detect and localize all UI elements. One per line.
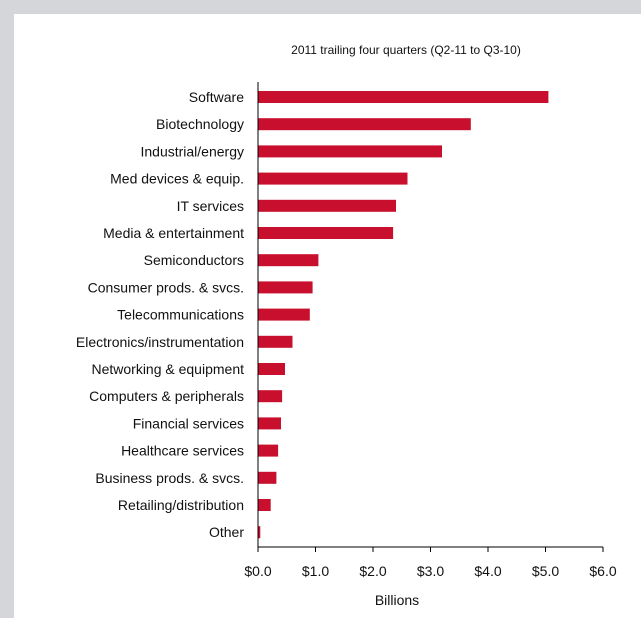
bar-12 bbox=[258, 417, 281, 430]
category-label: Computers & peripherals bbox=[89, 388, 244, 404]
category-labels: Software Biotechnology Industrial/energy Me… bbox=[76, 89, 244, 540]
category-label: Consumer prods. & svcs. bbox=[88, 279, 244, 295]
bar-11 bbox=[258, 390, 283, 403]
bar-3 bbox=[258, 172, 408, 185]
bar-8 bbox=[258, 308, 310, 321]
category-label: Other bbox=[209, 524, 244, 540]
category-label: Telecommunications bbox=[117, 307, 244, 323]
category-label: Media & entertainment bbox=[103, 225, 244, 241]
x-axis-label: Billions bbox=[375, 592, 419, 608]
bar-16 bbox=[258, 526, 261, 539]
category-label: Networking & equipment bbox=[91, 361, 244, 377]
bar-5 bbox=[258, 227, 394, 239]
category-label: IT services bbox=[177, 198, 244, 214]
x-tick-label: $2.0 bbox=[359, 563, 386, 579]
bar-2 bbox=[258, 145, 442, 158]
bar-chart: 2011 trailing four quarters (Q2-11 to Q3… bbox=[76, 43, 617, 608]
bar-1 bbox=[258, 118, 471, 131]
bar-10 bbox=[258, 363, 285, 375]
category-label: Business prods. & svcs. bbox=[95, 470, 244, 486]
bar-14 bbox=[258, 471, 277, 484]
category-label: Industrial/energy bbox=[140, 143, 244, 159]
bar-0 bbox=[258, 91, 549, 103]
category-label: Med devices & equip. bbox=[110, 171, 244, 187]
x-tick-label: $1.0 bbox=[302, 563, 329, 579]
category-label: Semiconductors bbox=[144, 252, 244, 268]
x-tick-labels: $0.0 $1.0 $2.0 $3.0 $4.0 $5.0 $6.0 bbox=[244, 563, 616, 579]
category-label: Software bbox=[189, 89, 244, 105]
x-tick-label: $5.0 bbox=[532, 563, 559, 579]
x-tick-label: $0.0 bbox=[244, 563, 271, 579]
x-tick-label: $4.0 bbox=[474, 563, 501, 579]
category-label: Healthcare services bbox=[121, 443, 244, 459]
category-label: Electronics/instrumentation bbox=[76, 334, 244, 350]
axes bbox=[257, 82, 604, 552]
bar-6 bbox=[258, 254, 319, 267]
bar-4 bbox=[258, 199, 396, 212]
x-tick-label: $3.0 bbox=[417, 563, 444, 579]
bars bbox=[258, 91, 549, 539]
bar-7 bbox=[258, 281, 313, 294]
category-label: Financial services bbox=[133, 415, 244, 431]
chart-panel: 2011 trailing four quarters (Q2-11 to Q3… bbox=[14, 14, 641, 618]
category-label: Biotechnology bbox=[156, 116, 244, 132]
bar-9 bbox=[258, 335, 293, 348]
category-label: Retailing/distribution bbox=[118, 497, 244, 513]
bar-13 bbox=[258, 444, 279, 457]
bar-15 bbox=[258, 499, 271, 511]
chart-title: 2011 trailing four quarters (Q2-11 to Q3… bbox=[291, 43, 521, 57]
x-tick-label: $6.0 bbox=[589, 563, 616, 579]
